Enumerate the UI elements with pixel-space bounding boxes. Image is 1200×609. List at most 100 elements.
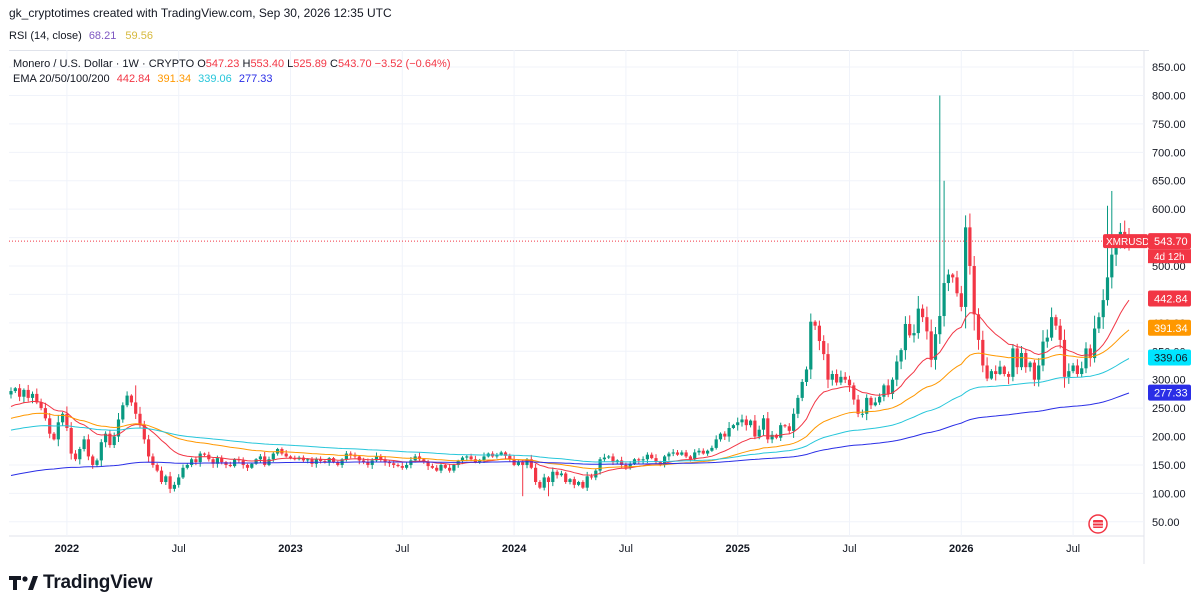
candle-body [215,458,219,464]
candle-body [714,439,718,448]
candle-body [1088,348,1092,359]
candle-body [1105,277,1110,301]
rsi-pane[interactable]: RSI (14, close) 68.21 59.56 [9,28,1149,51]
candle-body [804,369,809,382]
candle-body [82,439,86,450]
candle-body [740,419,744,423]
candle-body [151,456,155,465]
candle-body [663,456,667,465]
candle-body [628,463,632,468]
change-value: −3.52 (−0.64%) [374,58,451,70]
candle-body [989,371,993,379]
candle-body [964,227,968,307]
candle-body [706,450,710,454]
candle-body [796,397,800,414]
y-tick-label: 650.00 [1152,176,1186,188]
candle-body [564,473,568,482]
open-label: O [197,58,206,70]
candle-body [267,459,271,465]
candle-body [779,425,783,438]
candle-body [1084,348,1088,369]
candle-body [624,464,628,468]
candle-body [314,459,318,464]
candle-body [680,452,684,455]
ema20-price-label-box [1148,290,1191,307]
candle-body [211,459,215,464]
open-value: 547.23 [205,58,240,70]
candle-body [723,433,727,437]
events-flag-inner [1093,520,1103,528]
candle-body [478,460,482,463]
candle-body [250,463,254,468]
candle-body [783,425,787,427]
rsi-ma-value: 59.56 [125,30,153,42]
candle-body [929,331,933,360]
candle-body [976,314,981,340]
candle-body [9,391,13,395]
candle-body [228,464,232,467]
candle-body [465,456,469,458]
candle-body [650,454,654,459]
candle-body [1019,352,1024,368]
candle-body [448,467,452,471]
candle-body [61,413,65,423]
ema100-price-label: 339.06 [1154,352,1188,364]
candle-body [856,399,860,414]
candle-body [826,354,830,380]
candle-body [86,439,90,457]
candle-body [534,467,538,482]
candle-body [1054,317,1058,326]
candle-body [125,395,129,406]
candle-body [336,462,340,465]
candle-body [254,459,258,464]
candle-body [1050,317,1054,338]
candle-body [589,476,594,478]
ema200-line [10,392,1130,476]
candle-body [787,426,791,431]
candle-body [1075,365,1079,374]
candle-body [521,462,525,465]
candle-body [675,452,680,455]
candle-body [800,381,804,398]
candle-body [770,434,774,440]
candle-body [736,422,740,426]
candle-body [495,454,499,457]
candle-body [56,422,60,440]
ema100-line [10,358,1130,463]
candle-body [1002,366,1006,374]
candle-body [469,456,473,460]
candle-body [185,464,189,468]
candle-body [959,293,963,307]
candle-body [95,460,99,465]
candle-body [1058,325,1062,340]
candle-body [998,366,1002,374]
candle-body [968,227,972,266]
candle-body [890,379,895,394]
x-tick-label: 2023 [278,543,302,555]
candle-body [568,479,572,482]
candle-body [288,456,293,459]
candle-body [39,402,43,409]
candle-body [598,459,602,471]
candle-body [753,420,757,437]
candle-body [383,459,387,463]
candle-body [319,459,323,461]
candle-body [349,453,353,455]
candle-body [529,459,533,468]
y-tick-label: 50.00 [1152,517,1180,529]
last-price-label-countdown-box [1148,249,1191,264]
candle-body [435,467,439,471]
x-tick-label: 2024 [502,543,527,555]
candle-body [224,462,228,465]
tradingview-footer: TradingView [9,572,153,594]
y-tick-label: 600.00 [1152,204,1186,216]
candle-body [362,460,366,463]
candle-body [938,316,942,335]
candle-body [245,464,250,468]
candle-body [985,365,989,379]
x-tick-label: Jul [1066,543,1080,555]
candle-body [873,402,877,406]
y-tick-label: 100.00 [1152,488,1186,500]
candle-body [430,466,434,468]
